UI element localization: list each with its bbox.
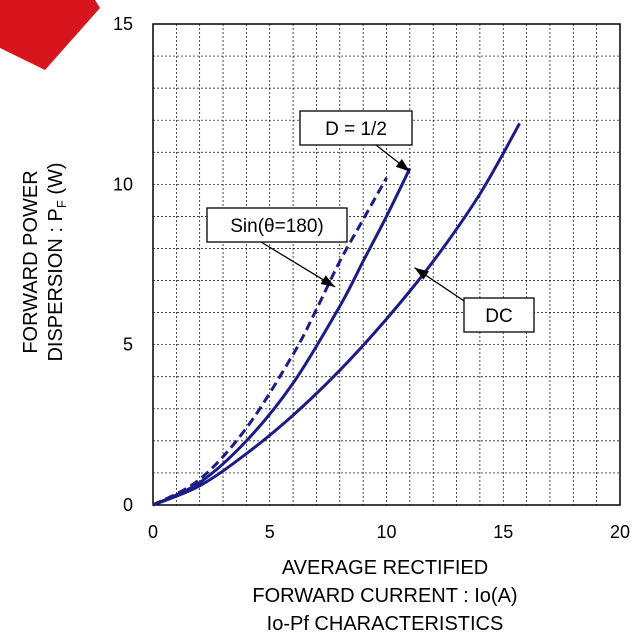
y-tick-label: 0 [123,495,133,515]
x-tick-label: 5 [265,522,275,542]
annotation-layer: D = 1/2 Sin(θ=180) DC [206,110,535,333]
y-axis-title-unit: (W) [45,162,67,200]
plot-frame [152,23,621,506]
y-axis-title-line-2: DISPERSION : PF (W) [45,162,69,361]
callout-leader-sin-180 [260,241,336,288]
series-line-dc [152,122,521,507]
x-tick-label: 15 [493,522,513,542]
x-tick-label: 0 [148,522,158,542]
x-tick-label: 10 [376,522,396,542]
callout-arrowhead [320,275,336,287]
series-layer [152,122,521,507]
series-line-sin-180 [152,177,388,507]
x-axis-title-line-2: FORWARD CURRENT : Io(A) [252,585,517,607]
corner-mark [0,0,100,70]
callout-label-dc: DC [485,306,512,327]
x-tick-label: 20 [610,522,630,542]
chart-caption: Io-Pf CHARACTERISTICS [267,613,504,635]
series-line-d-1-2 [152,167,412,507]
callout-box-sin-180 [206,207,348,243]
callout-box-d-1-2 [299,110,413,146]
callout-label-d-1-2: D = 1/2 [325,119,387,140]
tick-layer: 0 5 10 15 20 0 5 10 15 [113,14,630,542]
callout-arrowhead [414,267,429,280]
y-tick-label: 5 [123,335,133,355]
callout-label-sin-180: Sin(θ=180) [230,216,323,237]
callout-arrowhead [395,158,410,172]
y-axis-title-line-1: FORWARD POWER [20,170,42,353]
y-tick-label: 15 [113,14,133,34]
y-axis-title-subscript: F [54,200,69,208]
y-axis-title-main: DISPERSION : P [45,208,67,361]
callout-box-dc [463,297,535,333]
grid [153,24,620,505]
x-axis-title-line-1: AVERAGE RECTIFIED [282,557,488,579]
y-tick-label: 10 [113,174,133,194]
